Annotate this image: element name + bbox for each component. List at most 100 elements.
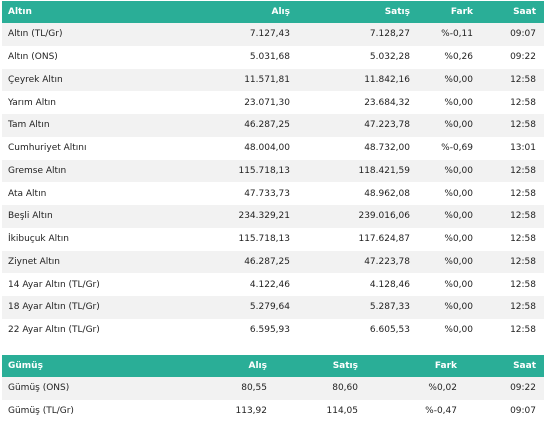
table-row: Çeyrek Altın 11.571,81 11.842,16 %0,00 12:58 — [2, 68, 544, 92]
change-cell: %0,00 — [444, 165, 473, 176]
silver-table-header: Gümüş Alış Satış Fark Saat — [2, 355, 544, 377]
change-cell: %0,00 — [444, 279, 473, 290]
sell-cell: 47.223,78 — [364, 256, 410, 267]
sell-cell: 80,60 — [332, 383, 358, 394]
col-header-time: Saat — [513, 361, 536, 371]
change-cell: %-0,69 — [441, 143, 473, 154]
name-cell: 18 Ayar Altın (TL/Gr) — [8, 302, 100, 313]
name-cell: İkibuçuk Altın — [8, 234, 69, 245]
sell-cell: 47.223,78 — [364, 120, 410, 131]
table-row: 18 Ayar Altın (TL/Gr) 5.279,64 5.287,33 %0,… — [2, 296, 544, 319]
sell-cell: 239.016,06 — [358, 211, 410, 222]
name-cell: Çeyrek Altın — [8, 74, 63, 85]
time-cell: 12:58 — [510, 279, 536, 290]
change-cell: %0,00 — [444, 211, 473, 222]
table-row: Yarım Altın 23.071,30 23.684,32 %0,00 12:58 — [2, 91, 544, 114]
change-cell: %0,00 — [444, 97, 473, 108]
sell-cell: 7.128,27 — [369, 29, 410, 40]
buy-cell: 5.031,68 — [249, 52, 290, 63]
time-cell: 12:58 — [510, 120, 536, 131]
buy-cell: 48.004,00 — [244, 143, 290, 154]
time-cell: 09:07 — [510, 406, 536, 417]
table-row: Altın (TL/Gr) 7.127,43 7.128,27 %-0,11 09:07 — [2, 23, 544, 46]
sell-cell: 11.842,16 — [364, 74, 410, 85]
col-header-time: Saat — [513, 7, 536, 17]
col-header-sell: Satış — [332, 361, 358, 371]
buy-cell: 11.571,81 — [244, 74, 290, 85]
buy-cell: 47.733,73 — [244, 188, 290, 199]
col-header-name: Gümüş — [8, 361, 43, 371]
buy-cell: 80,55 — [241, 383, 267, 394]
change-cell: %0,00 — [444, 120, 473, 131]
buy-cell: 115.718,13 — [238, 165, 290, 176]
buy-cell: 113,92 — [235, 406, 268, 417]
time-cell: 09:22 — [510, 383, 536, 394]
gold-table: Altın Alış Satış Fark Saat Altın (TL/Gr)… — [2, 1, 544, 342]
change-cell: %0,00 — [444, 325, 473, 336]
time-cell: 12:58 — [510, 256, 536, 267]
table-row: Ata Altın 47.733,73 48.962,08 %0,00 12:58 — [2, 182, 544, 205]
col-header-buy: Alış — [248, 361, 268, 371]
buy-cell: 7.127,43 — [249, 29, 290, 40]
time-cell: 09:07 — [510, 29, 536, 40]
col-header-change: Fark — [434, 361, 457, 371]
table-row: Beşli Altın 234.329,21 239.016,06 %0,00 12:5… — [2, 205, 544, 228]
name-cell: Ziynet Altın — [8, 256, 61, 267]
name-cell: Beşli Altın — [8, 211, 53, 222]
table-row: Gümüş (ONS) 80,55 80,60 %0,02 09:22 — [2, 377, 544, 400]
name-cell: Altın (TL/Gr) — [8, 29, 63, 40]
table-row: 22 Ayar Altın (TL/Gr) 6.595,93 6.605,53 %0,… — [2, 318, 544, 342]
change-cell: %0,26 — [444, 52, 473, 63]
name-cell: Ata Altın — [8, 188, 47, 199]
gold-table-body: Altın (TL/Gr) 7.127,43 7.128,27 %-0,11 09:07… — [2, 23, 544, 342]
buy-cell: 5.279,64 — [249, 302, 290, 313]
buy-cell: 46.287,25 — [244, 120, 290, 131]
col-header-sell: Satış — [384, 7, 410, 17]
sell-cell: 5.287,33 — [369, 302, 410, 313]
time-cell: 12:58 — [510, 211, 536, 222]
time-cell: 12:58 — [510, 302, 536, 313]
sell-cell: 114,05 — [326, 406, 359, 417]
sell-cell: 6.605,53 — [369, 325, 410, 336]
name-cell: Cumhuriyet Altını — [8, 143, 87, 154]
buy-cell: 23.071,30 — [244, 97, 290, 108]
name-cell: Yarım Altın — [8, 97, 56, 108]
time-cell: 13:01 — [510, 143, 536, 154]
time-cell: 12:58 — [510, 234, 536, 245]
change-cell: %0,00 — [444, 188, 473, 199]
buy-cell: 234.329,21 — [238, 211, 290, 222]
time-cell: 12:58 — [510, 165, 536, 176]
sell-cell: 117.624,87 — [358, 234, 410, 245]
sell-cell: 4.128,46 — [369, 279, 410, 290]
change-cell: %0,00 — [444, 256, 473, 267]
sell-cell: 48.732,00 — [364, 143, 410, 154]
silver-table: Gümüş Alış Satış Fark Saat Gümüş (ONS) 80… — [2, 355, 544, 423]
table-row: Altın (ONS) 5.031,68 5.032,28 %0,26 09:22 — [2, 45, 544, 69]
table-row: Cumhuriyet Altını 48.004,00 48.732,00 %-0,6… — [2, 136, 544, 160]
time-cell: 12:58 — [510, 325, 536, 336]
sell-cell: 48.962,08 — [364, 188, 410, 199]
time-cell: 12:58 — [510, 74, 536, 85]
buy-cell: 4.122,46 — [249, 279, 290, 290]
table-row: Tam Altın 46.287,25 47.223,78 %0,00 12:58 — [2, 114, 544, 137]
table-row: İkibuçuk Altın 115.718,13 117.624,87 %0,00 1… — [2, 227, 544, 251]
name-cell: Tam Altın — [8, 120, 50, 131]
sell-cell: 23.684,32 — [364, 97, 410, 108]
change-cell: %-0,11 — [441, 29, 473, 40]
table-row: Ziynet Altın 46.287,25 47.223,78 %0,00 12:58 — [2, 250, 544, 274]
name-cell: Altın (ONS) — [8, 52, 58, 63]
col-header-change: Fark — [450, 7, 473, 17]
gold-table-header: Altın Alış Satış Fark Saat — [2, 1, 544, 23]
buy-cell: 46.287,25 — [244, 256, 290, 267]
name-cell: Gremse Altın — [8, 165, 67, 176]
change-cell: %0,00 — [444, 302, 473, 313]
time-cell: 12:58 — [510, 97, 536, 108]
name-cell: 22 Ayar Altın (TL/Gr) — [8, 325, 100, 336]
name-cell: Gümüş (TL/Gr) — [8, 406, 74, 417]
col-header-name: Altın — [8, 7, 32, 17]
time-cell: 12:58 — [510, 188, 536, 199]
time-cell: 09:22 — [510, 52, 536, 63]
change-cell: %0,00 — [444, 74, 473, 85]
table-row: Gümüş (TL/Gr) 113,92 114,05 %-0,47 09:07 — [2, 399, 544, 423]
name-cell: Gümüş (ONS) — [8, 383, 70, 394]
